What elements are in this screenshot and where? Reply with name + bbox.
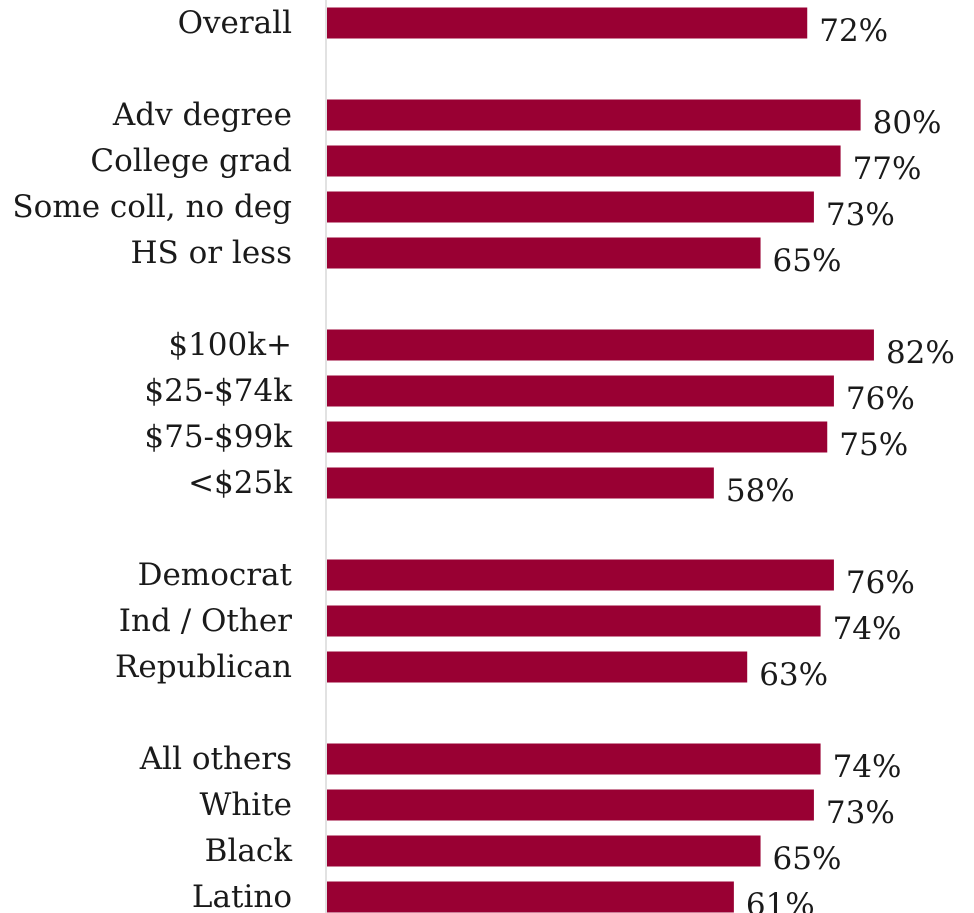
- category-label-75-99k: $75-$99k: [144, 419, 292, 455]
- value-label-democrat: 76%: [846, 565, 915, 601]
- category-label-white: White: [199, 787, 292, 823]
- category-label-republican: Republican: [115, 649, 292, 685]
- category-label-25k: <$25k: [188, 465, 292, 501]
- value-label-overall: 72%: [819, 13, 888, 49]
- value-label-republican: 63%: [759, 657, 828, 693]
- bar-100k: [327, 329, 874, 361]
- bar-75-99k: [327, 421, 828, 453]
- bar-latino: [327, 881, 734, 913]
- bar-white: [327, 789, 814, 821]
- category-label-some-coll-no-deg: Some coll, no deg: [12, 189, 292, 225]
- category-label-25-74k: $25-$74k: [144, 373, 292, 409]
- bar-overall: [327, 7, 808, 39]
- category-label-democrat: Democrat: [138, 557, 293, 593]
- value-label-ind-other: 74%: [833, 611, 902, 647]
- bar-ind-other: [327, 605, 821, 637]
- value-label-white: 73%: [826, 795, 895, 831]
- category-label-hs-or-less: HS or less: [130, 235, 292, 271]
- category-label-all-others: All others: [139, 741, 292, 777]
- bar-democrat: [327, 559, 834, 591]
- category-label-college-grad: College grad: [90, 143, 292, 179]
- category-label-overall: Overall: [178, 5, 292, 41]
- bar-25k: [327, 467, 714, 499]
- bar-college-grad: [327, 145, 841, 177]
- value-label-25-74k: 76%: [846, 381, 915, 417]
- category-label-100k: $100k+: [168, 327, 292, 363]
- bar-all-others: [327, 743, 821, 775]
- bar-adv-degree: [327, 99, 861, 131]
- value-label-100k: 82%: [886, 335, 955, 371]
- category-label-adv-degree: Adv degree: [112, 97, 292, 133]
- value-label-black: 65%: [773, 841, 842, 877]
- value-label-75-99k: 75%: [839, 427, 908, 463]
- bar-black: [327, 835, 761, 867]
- category-label-ind-other: Ind / Other: [119, 603, 292, 639]
- bar-25-74k: [327, 375, 834, 407]
- category-label-latino: Latino: [192, 879, 292, 913]
- value-label-25k: 58%: [726, 473, 795, 509]
- value-label-some-coll-no-deg: 73%: [826, 197, 895, 233]
- bar-republican: [327, 651, 748, 683]
- value-label-all-others: 74%: [833, 749, 902, 785]
- bar-some-coll-no-deg: [327, 191, 814, 223]
- value-label-latino: 61%: [746, 887, 815, 913]
- category-label-black: Black: [205, 833, 293, 869]
- bar-hs-or-less: [327, 237, 761, 269]
- value-label-adv-degree: 80%: [873, 105, 942, 141]
- value-label-hs-or-less: 65%: [773, 243, 842, 279]
- value-label-college-grad: 77%: [853, 151, 922, 187]
